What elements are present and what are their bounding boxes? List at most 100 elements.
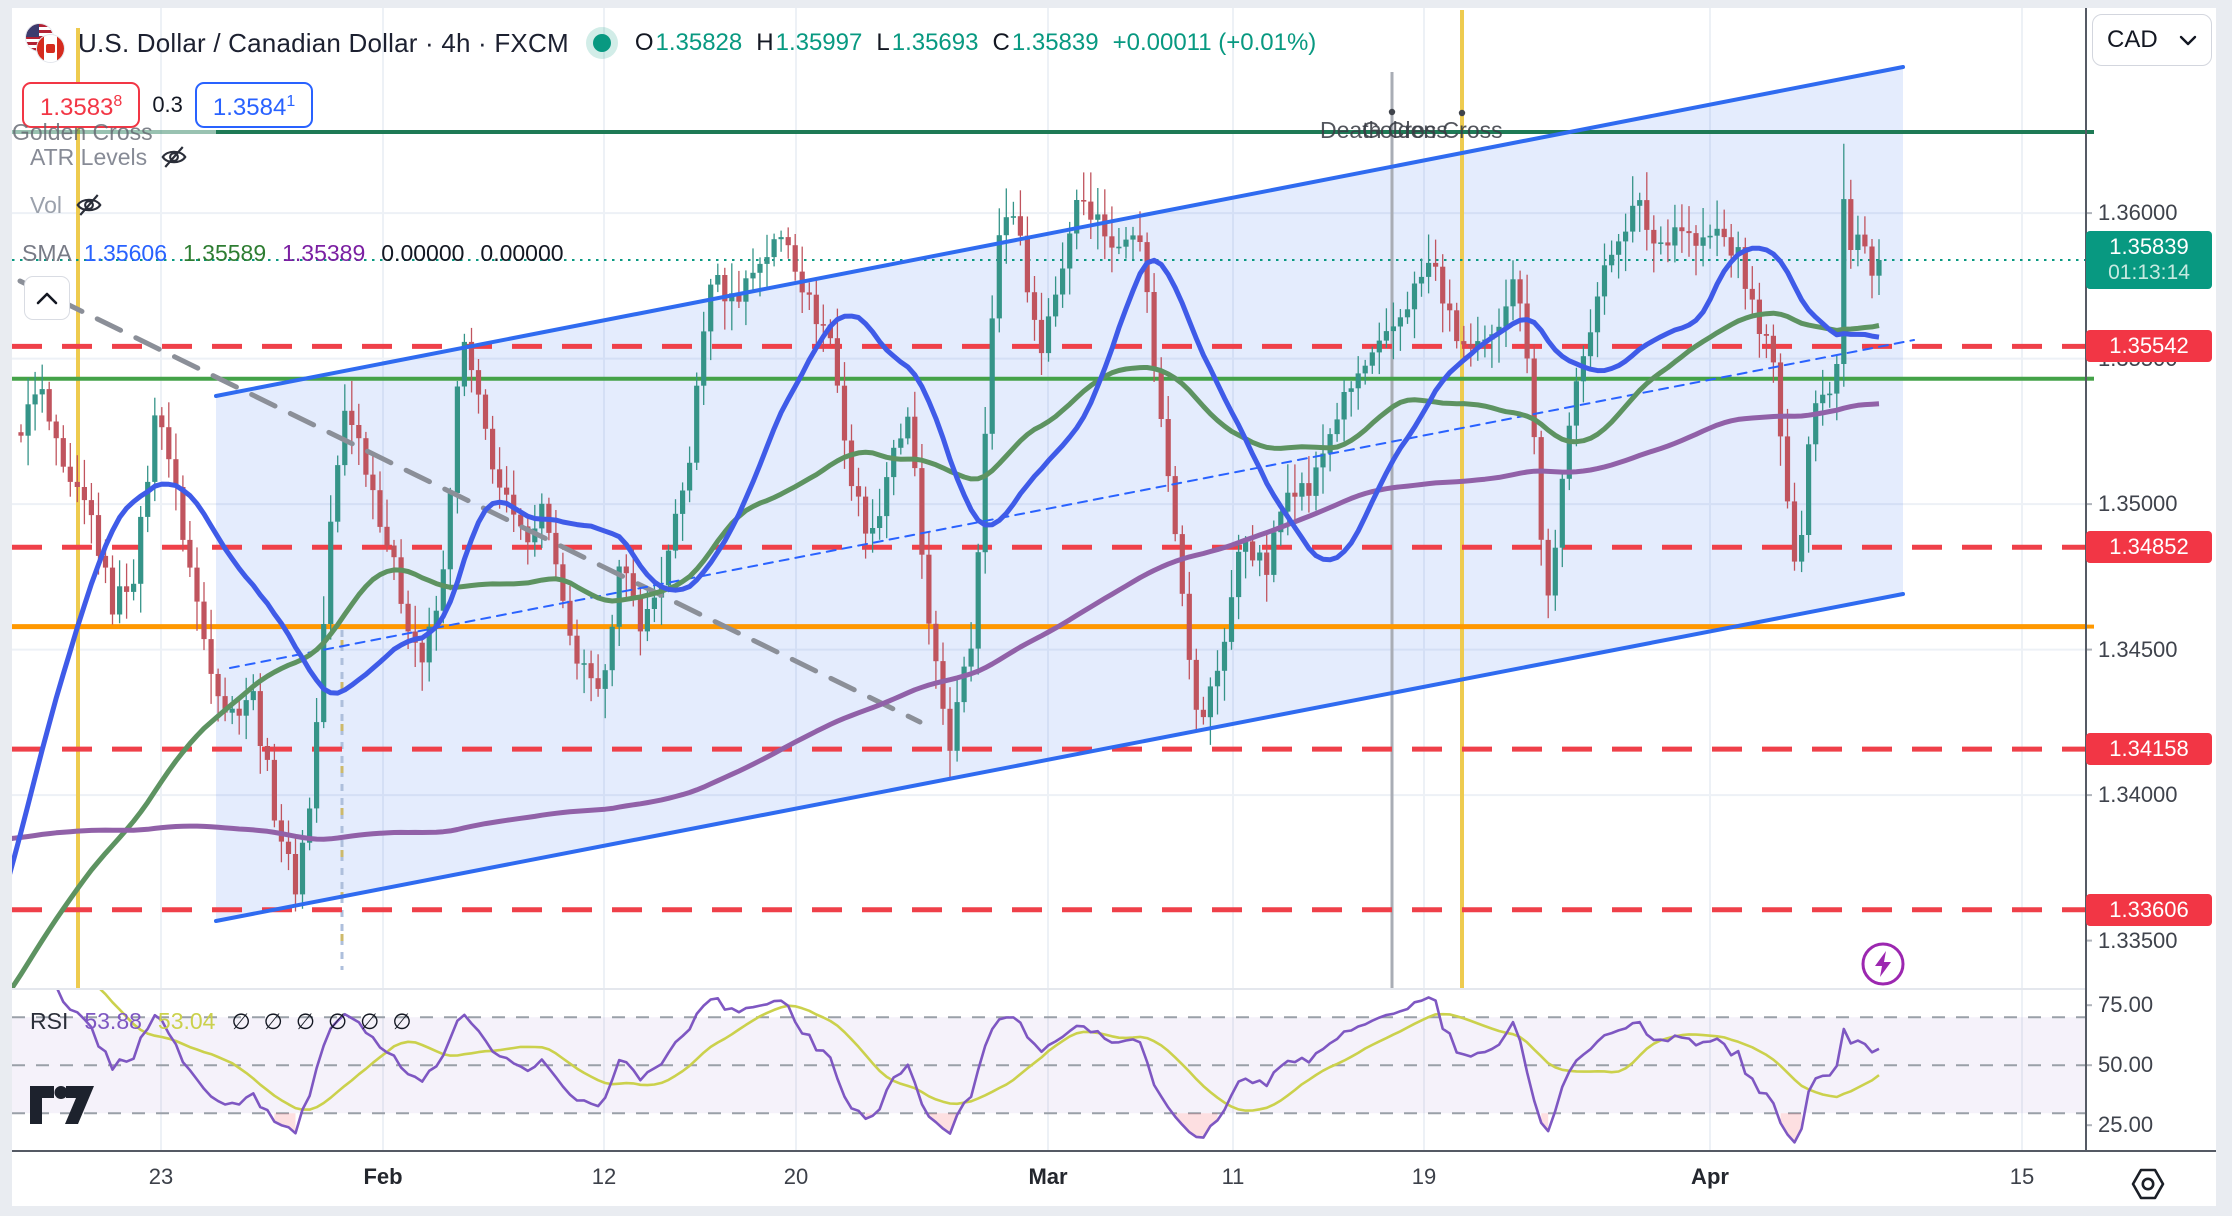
candle (905, 416, 911, 439)
time-axis-border[interactable] (12, 1150, 2216, 1152)
candle (321, 624, 327, 723)
collapse-pane-button[interactable] (24, 276, 70, 320)
candle (1067, 233, 1073, 269)
candle (891, 447, 897, 478)
legend-item-atr-levels[interactable]: ATR Levels (30, 142, 189, 172)
golden-cross-annotation[interactable]: Golden Cross (1362, 117, 1503, 143)
candle (278, 820, 284, 842)
sma-value: 1.35606 (83, 240, 167, 266)
symbol-header: U.S. Dollar / Canadian Dollar · 4h · FXC… (26, 24, 1316, 62)
legend-item-sma[interactable]: SMA 1.35606 1.35589 1.35389 0.00000 0.00000 (22, 240, 564, 267)
candle (1306, 483, 1312, 496)
candle (1264, 552, 1270, 575)
candle (335, 465, 341, 522)
candle (1693, 233, 1699, 246)
candle (1348, 388, 1354, 392)
candle (482, 394, 489, 429)
candle (1658, 242, 1664, 244)
market-status-icon[interactable] (592, 34, 611, 52)
candle (1686, 231, 1692, 234)
candle (1566, 425, 1572, 479)
rsi-legend[interactable]: RSI 53.88 53.04 ∅ ∅ ∅ ∅ ∅ ∅ (30, 1008, 412, 1035)
time-axis-label: 12 (591, 1164, 617, 1189)
candle (912, 416, 918, 469)
timezone-settings-button[interactable] (2126, 1162, 2170, 1206)
rsi-values: 53.88 53.04 (84, 1008, 215, 1035)
sell-button[interactable]: 1.35838 (22, 82, 141, 128)
candle (1200, 709, 1206, 718)
candle (1784, 436, 1791, 502)
legend-item-volume[interactable]: Vol (30, 190, 104, 220)
sma-value: 1.35389 (282, 240, 366, 266)
candle (74, 481, 80, 487)
candle (764, 257, 770, 264)
parallel-channel-fill (216, 67, 1903, 921)
candle (1362, 365, 1368, 374)
candle (1165, 419, 1171, 477)
candle (1116, 246, 1122, 249)
candle (1426, 262, 1432, 277)
candle (1749, 288, 1755, 300)
buy-button[interactable]: 1.35841 (194, 82, 314, 128)
candle (1721, 228, 1727, 238)
death-cross-annotation[interactable]: Death Cross (1320, 117, 1448, 143)
rsi-oversold-fill (1541, 1113, 1549, 1132)
candle (250, 691, 256, 701)
candle (757, 263, 763, 273)
candle (651, 597, 657, 609)
empty-set-icon: ∅ (231, 1008, 251, 1034)
instrument-flag-icon[interactable] (26, 24, 64, 62)
tradingview-logo[interactable] (28, 1084, 96, 1133)
candle (1665, 242, 1671, 246)
candle (1855, 234, 1861, 250)
candle (877, 516, 883, 528)
price-level-badge: 1.34158 (2086, 733, 2212, 766)
candle (1285, 492, 1291, 512)
candle (1545, 539, 1551, 596)
candle (898, 438, 904, 448)
candle (518, 514, 524, 527)
price-axis-border[interactable] (2085, 8, 2087, 1150)
price-change: +0.00011 (+0.01%) (1112, 29, 1317, 56)
rsi-oversold-fill (928, 1113, 958, 1134)
pane-divider[interactable] (12, 988, 2085, 990)
candle (461, 341, 467, 387)
eye-off-icon[interactable] (159, 142, 189, 172)
quote-row: 1.35838 0.3 1.35841 (22, 82, 314, 128)
candle (1630, 205, 1636, 232)
candle (778, 237, 784, 240)
candle (602, 670, 608, 689)
currency-dropdown[interactable]: CAD (2092, 14, 2212, 66)
time-axis-label: Apr (1691, 1164, 1729, 1189)
rsi-value: 53.88 (84, 1008, 142, 1034)
eye-off-icon[interactable] (74, 190, 104, 220)
candle (257, 691, 263, 746)
sma-slow-line (12, 401, 1880, 842)
ohlc-o: O1.35828 (634, 29, 743, 56)
candle (1003, 217, 1009, 236)
candle (468, 341, 475, 371)
candle (567, 600, 573, 636)
time-axis-label: 23 (148, 1164, 174, 1189)
candle (95, 515, 102, 556)
legend-item-golden-cross[interactable]: Golden Cross (12, 119, 153, 146)
candle (1616, 241, 1622, 255)
rsi-label: RSI (30, 1008, 69, 1034)
candle (785, 237, 791, 246)
candle (1447, 303, 1453, 311)
cross-marker (1388, 108, 1396, 116)
candle (1461, 341, 1467, 345)
candle (1299, 483, 1305, 497)
candle (307, 808, 313, 843)
candle (1334, 419, 1340, 435)
candle (46, 389, 52, 422)
candle (1411, 283, 1418, 310)
chevron-up-icon (36, 292, 58, 305)
candle (264, 746, 270, 760)
ohlc-values: O1.35828 H1.35997 L1.35693 C1.35839 +0.00011… (635, 29, 1317, 57)
symbol-title[interactable]: U.S. Dollar / Canadian Dollar · 4h · FXC… (78, 27, 569, 58)
candle (1510, 279, 1516, 307)
candle (1440, 266, 1446, 304)
candle (1594, 296, 1601, 333)
